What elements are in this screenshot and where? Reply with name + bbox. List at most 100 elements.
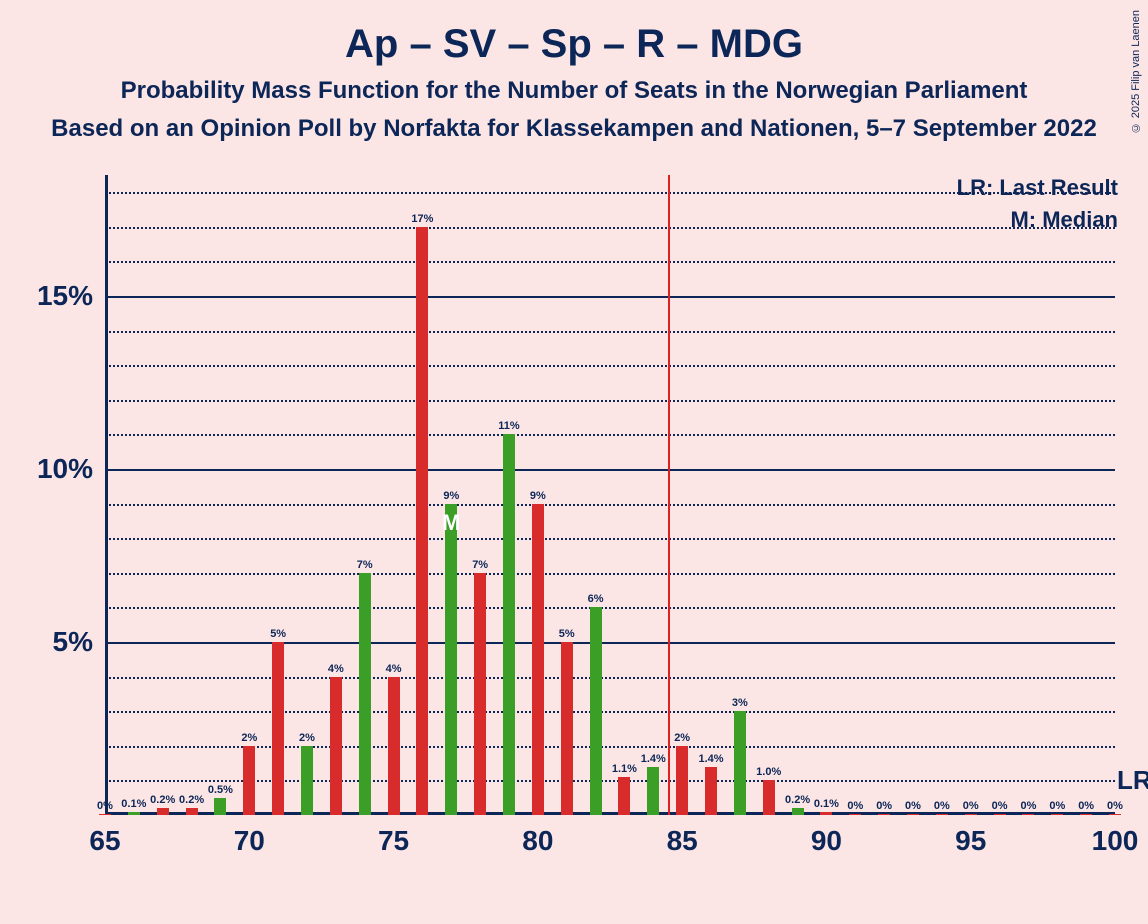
bar-value-label: 0.2% — [785, 794, 810, 806]
bar-value-label: 0% — [97, 800, 113, 812]
lr-axis-label: LR — [1117, 765, 1148, 796]
grid-line-minor — [105, 780, 1115, 782]
grid-line-minor — [105, 573, 1115, 575]
grid-line-minor — [105, 192, 1115, 194]
grid-line-major — [105, 642, 1115, 644]
x-tick-label: 95 — [955, 825, 986, 857]
bar: 0% — [99, 814, 111, 815]
bar: 0% — [878, 814, 890, 815]
bar: 0.2% — [792, 808, 804, 815]
bar-value-label: 1.0% — [756, 766, 781, 778]
bar-value-label: 9% — [530, 490, 546, 502]
bar-value-label: 1.4% — [698, 753, 723, 765]
bar: 0% — [1080, 814, 1092, 815]
bar: 1.1% — [618, 777, 630, 815]
bar-value-label: 2% — [241, 732, 257, 744]
bar-value-label: 5% — [559, 628, 575, 640]
bar-value-label: 5% — [270, 628, 286, 640]
bar: 0% — [1051, 814, 1063, 815]
bar: 4% — [388, 677, 400, 815]
bar: 6% — [590, 607, 602, 815]
bar-value-label: 0% — [963, 800, 979, 812]
grid-line-minor — [105, 607, 1115, 609]
bar-value-label: 4% — [386, 663, 402, 675]
bar-value-label: 0% — [1049, 800, 1065, 812]
x-tick-label: 70 — [234, 825, 265, 857]
bar-value-label: 0.5% — [208, 784, 233, 796]
chart-area: 5%10%15%657075808590951000%0.1%0.2%0.2%0… — [105, 175, 1115, 815]
grid-line-major — [105, 296, 1115, 298]
bar-value-label: 0% — [934, 800, 950, 812]
bar-value-label: 0% — [992, 800, 1008, 812]
bar-value-label: 0% — [1107, 800, 1123, 812]
bar-value-label: 0% — [905, 800, 921, 812]
grid-line-minor — [105, 746, 1115, 748]
bar: 11% — [503, 434, 515, 815]
bar: 7% — [474, 573, 486, 815]
y-axis — [105, 175, 108, 815]
bar: 4% — [330, 677, 342, 815]
bar-value-label: 7% — [357, 559, 373, 571]
bar-value-label: 0% — [1078, 800, 1094, 812]
bar: 3% — [734, 711, 746, 815]
grid-line-minor — [105, 434, 1115, 436]
x-tick-label: 65 — [89, 825, 120, 857]
y-tick-label: 5% — [53, 626, 93, 658]
x-tick-label: 90 — [811, 825, 842, 857]
bar: 7% — [359, 573, 371, 815]
grid-line-minor — [105, 227, 1115, 229]
bar-value-label: 0.2% — [179, 794, 204, 806]
bar: 0.2% — [186, 808, 198, 815]
bar-value-label: 7% — [472, 559, 488, 571]
bar-value-label: 0% — [876, 800, 892, 812]
bar-value-label: 0% — [847, 800, 863, 812]
grid-line-minor — [105, 365, 1115, 367]
median-marker: M — [442, 510, 460, 536]
chart-subtitle-2: Based on an Opinion Poll by Norfakta for… — [0, 105, 1148, 143]
bar: 0.1% — [820, 812, 832, 815]
x-axis — [105, 812, 1115, 815]
chart-title: Ap – SV – Sp – R – MDG — [0, 0, 1148, 67]
bar: 9%M — [445, 504, 457, 815]
bar: 0% — [1109, 814, 1121, 815]
bar: 1.4% — [705, 767, 717, 815]
bar-value-label: 6% — [588, 593, 604, 605]
bar-value-label: 1.1% — [612, 763, 637, 775]
bar: 5% — [561, 642, 573, 815]
y-tick-label: 15% — [37, 280, 93, 312]
bar: 0% — [849, 814, 861, 815]
bar: 17% — [416, 227, 428, 815]
chart-subtitle-1: Probability Mass Function for the Number… — [0, 67, 1148, 105]
bar: 0.2% — [157, 808, 169, 815]
bar-value-label: 4% — [328, 663, 344, 675]
bar: 0% — [994, 814, 1006, 815]
bar: 9% — [532, 504, 544, 815]
bar-value-label: 1.4% — [641, 753, 666, 765]
bar: 0% — [1022, 814, 1034, 815]
bar-value-label: 0.1% — [121, 798, 146, 810]
bar: 1.0% — [763, 780, 775, 815]
x-tick-label: 85 — [667, 825, 698, 857]
bar: 2% — [676, 746, 688, 815]
bar-value-label: 11% — [498, 420, 519, 432]
lr-line — [668, 175, 670, 815]
grid-line-minor — [105, 331, 1115, 333]
bar: 2% — [301, 746, 313, 815]
bar-value-label: 9% — [443, 490, 459, 502]
bar: 0.5% — [214, 798, 226, 815]
x-tick-label: 80 — [522, 825, 553, 857]
grid-line-minor — [105, 711, 1115, 713]
grid-line-major — [105, 469, 1115, 471]
x-tick-label: 100 — [1092, 825, 1139, 857]
grid-line-minor — [105, 677, 1115, 679]
copyright-label: © 2025 Filip van Laenen — [1130, 10, 1142, 133]
grid-line-minor — [105, 538, 1115, 540]
bar: 5% — [272, 642, 284, 815]
bar: 0.1% — [128, 812, 140, 815]
bar: 0% — [907, 814, 919, 815]
bar-value-label: 2% — [674, 732, 690, 744]
bar: 1.4% — [647, 767, 659, 815]
bar-value-label: 3% — [732, 697, 748, 709]
bar-value-label: 0% — [1020, 800, 1036, 812]
grid-line-minor — [105, 504, 1115, 506]
